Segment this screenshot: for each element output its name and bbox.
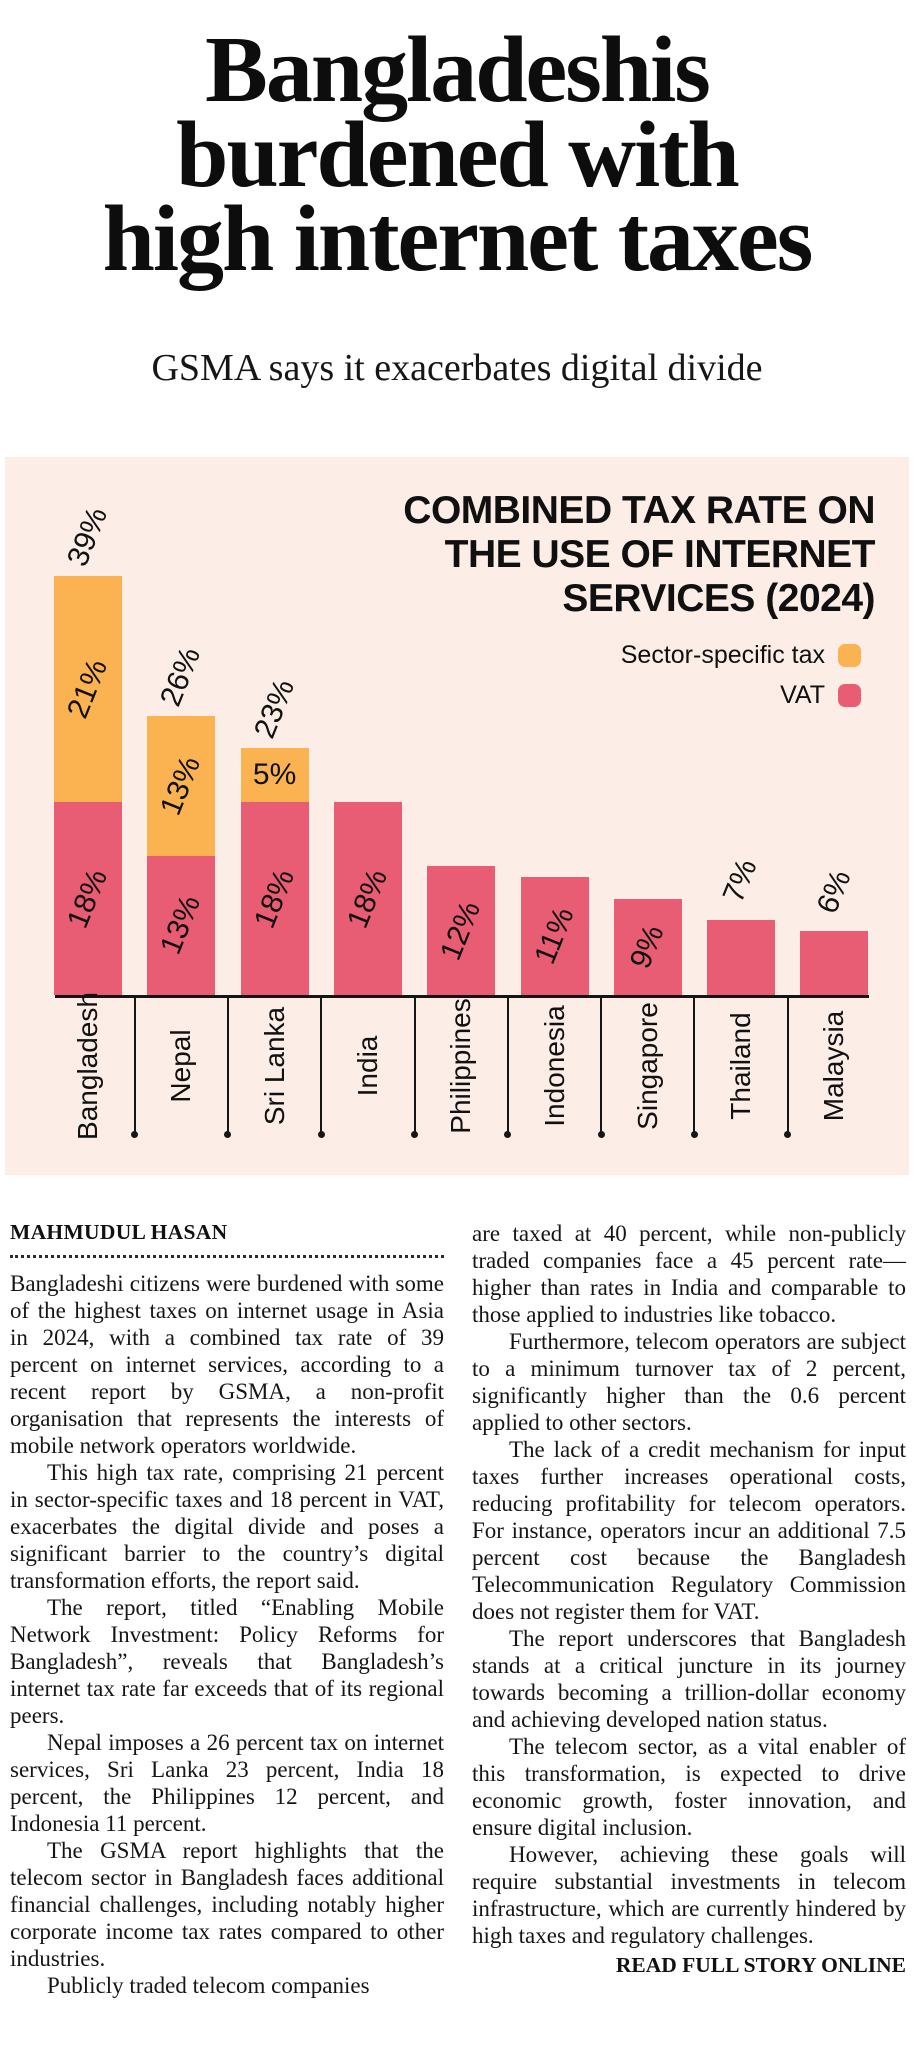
value-label: 21% <box>60 654 115 723</box>
bar-segment-vat-Bangladesh: 18% <box>54 801 122 996</box>
article-paragraph: However, achieving these goals will requ… <box>472 1842 906 1949</box>
total-label-text: 26% <box>154 642 208 711</box>
chart-title-line-1: COMBINED TAX RATE ON <box>403 489 875 533</box>
axis-tick-dot <box>784 1131 792 1139</box>
value-label: 11% <box>527 902 581 969</box>
bar-segment-sector-Nepal: 13% <box>147 715 216 856</box>
value-label: 5% <box>252 757 297 791</box>
axis-tick-dot <box>131 1131 139 1139</box>
axis-tick-dot <box>690 1131 698 1139</box>
axis-tick <box>413 998 416 1135</box>
chart-title: COMBINED TAX RATE ON THE USE OF INTERNET… <box>403 489 875 621</box>
legend-item-sector-tax: Sector-specific tax <box>621 641 861 670</box>
value-label: 13% <box>154 751 208 820</box>
bar-segment-sector-Bangladesh: 21% <box>54 576 122 802</box>
article-column-left: MAHMUDUL HASAN Bangladeshi citizens were… <box>10 1220 444 1999</box>
article-paragraph: Publicly traded telecom companies <box>47 1973 370 1999</box>
bar-segment-vat-Thailand <box>707 920 776 996</box>
axis-tick <box>226 998 229 1135</box>
left-paragraphs: Bangladeshi citizens were burdened with … <box>10 1270 444 1999</box>
legend-label-vat: VAT <box>780 681 825 710</box>
total-label-Bangladesh: 39% <box>53 490 123 571</box>
legend-label-sector-tax: Sector-specific tax <box>620 641 825 670</box>
total-label-text: 7% <box>717 854 765 908</box>
axis-tick-dot <box>317 1131 325 1139</box>
read-more-note: READ FULL STORY ONLINE <box>615 1953 906 1978</box>
article-paragraph: Furthermore, telecom operators are subje… <box>472 1329 906 1436</box>
byline: MAHMUDUL HASAN <box>10 1220 228 1245</box>
axis-tick <box>320 998 323 1135</box>
chart-legend: Sector-specific tax VAT <box>621 641 861 721</box>
axis-tick-dot <box>597 1131 605 1139</box>
x-axis-line <box>55 995 869 999</box>
total-label-Malaysia: 6% <box>799 845 869 918</box>
value-label: 18% <box>60 864 115 933</box>
total-label-text: 23% <box>247 674 301 743</box>
total-label-Thailand: 7% <box>706 834 776 908</box>
bar-segment-vat-Malaysia <box>800 930 869 996</box>
article-column-right: are taxed at 40 percent, while non-publi… <box>472 1220 906 1999</box>
chart-title-line-3: SERVICES (2024) <box>562 577 875 621</box>
subtitle: GSMA says it exacerbates digital divide <box>151 346 763 389</box>
article-paragraph: The report, titled “Enabling Mobile Netw… <box>10 1595 444 1729</box>
legend-item-vat: VAT <box>621 681 861 710</box>
value-label: 12% <box>434 896 488 965</box>
bar-segment-vat-Nepal: 13% <box>147 855 216 996</box>
article-paragraph: Nepal imposes a 26 percent tax on intern… <box>10 1730 444 1837</box>
axis-tick <box>786 998 789 1135</box>
chart-title-line-2: THE USE OF INTERNET <box>444 533 876 577</box>
headline: Bangladeshis burdened with high internet… <box>0 18 914 292</box>
axis-tick <box>693 998 696 1135</box>
category-label-Malaysia: Malaysia <box>818 1011 850 1122</box>
value-label: 18% <box>247 864 301 933</box>
total-label-Sri Lanka: 23% <box>240 662 310 743</box>
article-paragraph: The lack of a credit mechanism for input… <box>472 1437 906 1625</box>
total-label-text: 6% <box>810 865 858 918</box>
right-paragraphs: are taxed at 40 percent, while non-publi… <box>472 1220 906 1949</box>
bar-segment-sector-Sri Lanka: 5% <box>240 748 309 802</box>
value-label: 18% <box>340 864 394 933</box>
total-label-Nepal: 26% <box>146 630 216 711</box>
axis-tick-dot <box>504 1131 512 1139</box>
bar-segment-vat-Philippines: 12% <box>427 866 496 996</box>
axis-tick <box>506 998 509 1135</box>
axis-tick <box>600 998 603 1135</box>
headline-line-2: burdened with <box>176 102 740 207</box>
article-paragraph: The GSMA report highlights that the tele… <box>10 1838 444 1972</box>
bar-segment-vat-Singapore: 9% <box>613 898 682 996</box>
article-paragraph: This high tax rate, comprising 21 percen… <box>10 1460 444 1594</box>
value-label: 9% <box>623 920 671 973</box>
article-paragraph: Bangladeshi citizens were burdened with … <box>10 1271 444 1459</box>
bar-segment-vat-India: 18% <box>333 801 402 996</box>
article-paragraph: The report underscores that Bangladesh s… <box>472 1626 906 1733</box>
axis-tick <box>133 998 136 1135</box>
axis-tick-dot <box>411 1131 419 1139</box>
byline-divider <box>10 1254 444 1259</box>
legend-swatch-vat <box>838 684 861 708</box>
tax-rate-chart: COMBINED TAX RATE ON THE USE OF INTERNET… <box>5 457 909 1176</box>
headline-line-3: high internet taxes <box>102 187 814 292</box>
bar-segment-vat-Sri Lanka: 18% <box>240 801 309 996</box>
value-label: 13% <box>154 891 208 960</box>
article-body: MAHMUDUL HASAN Bangladeshi citizens were… <box>0 1220 914 1999</box>
headline-line-1: Bangladeshis <box>205 18 711 122</box>
article-paragraph: The telecom sector, as a vital enabler o… <box>472 1734 906 1841</box>
bar-segment-vat-Indonesia: 11% <box>520 877 589 996</box>
legend-swatch-sector-tax <box>838 644 861 668</box>
axis-tick-dot <box>224 1131 232 1139</box>
article-paragraph: are taxed at 40 percent, while non-publi… <box>472 1221 906 1328</box>
total-label-text: 39% <box>60 502 115 571</box>
